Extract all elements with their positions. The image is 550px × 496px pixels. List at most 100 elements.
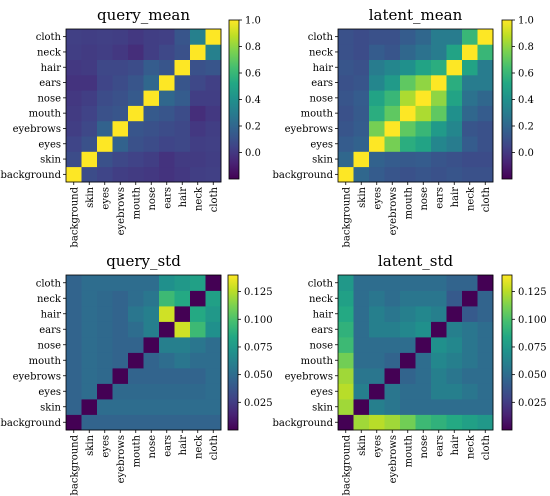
y-tick-label: cloth [308, 278, 334, 289]
heatmap-cell [415, 352, 432, 369]
heatmap-cell [400, 337, 416, 353]
colorbar-tick-label: 0.100 [244, 315, 273, 326]
heatmap-cell [415, 321, 432, 338]
heatmap-cell [112, 105, 129, 122]
heatmap-cell [369, 105, 385, 122]
heatmap-cell [353, 90, 370, 106]
heatmap-cell [431, 44, 447, 60]
y-tick-label: nose [309, 340, 333, 351]
heatmap-cell [205, 290, 222, 307]
heatmap-cell [369, 399, 385, 415]
heatmap-cell [112, 352, 129, 369]
heatmap-cell [205, 383, 222, 400]
heatmap-cell [400, 120, 416, 137]
heatmap-cell [81, 151, 98, 168]
y-tick-label: nose [309, 93, 333, 104]
y-tick-label: eyes [310, 139, 333, 150]
heatmap-cell [128, 29, 144, 45]
heatmap-cell [400, 74, 416, 91]
heatmap-cell [128, 290, 144, 307]
heatmap-cell [415, 368, 432, 384]
heatmap-cell [81, 337, 98, 353]
colorbar-tick-label: 0.100 [518, 315, 547, 326]
heatmap-cell [477, 90, 494, 106]
heatmap-cell [128, 90, 144, 106]
x-tick-label: eyebrows [116, 435, 127, 483]
heatmap-cell [400, 166, 416, 183]
heatmap-cell [369, 29, 385, 45]
heatmap-cell [477, 399, 494, 415]
heatmap-cell [66, 414, 82, 431]
heatmap-cell [66, 337, 82, 353]
y-tick-label: background [272, 170, 333, 181]
x-tick-label: eyebrows [116, 187, 127, 235]
heatmap-cell [338, 166, 354, 183]
heatmap-cell [477, 383, 494, 400]
heatmap-cell [174, 90, 191, 106]
heatmap-cell [353, 29, 370, 45]
heatmap-cell [415, 105, 432, 122]
y-tick-label: cloth [36, 32, 62, 43]
heatmap-cell [384, 166, 401, 183]
heatmap-cell [190, 306, 206, 322]
x-tick-label: ears [162, 187, 173, 209]
heatmap-cell [353, 275, 370, 291]
heatmap-cell [128, 44, 144, 60]
heatmap-cell [159, 275, 175, 291]
heatmap-cell [128, 166, 144, 183]
heatmap-cell [431, 352, 447, 369]
heatmap-cell [400, 290, 416, 307]
heatmap-cell [66, 29, 82, 45]
heatmap-cell [462, 136, 478, 152]
heatmap-cell [353, 166, 370, 183]
heatmap-cell [369, 166, 385, 183]
heatmap-cell [462, 29, 478, 45]
heatmap-cell [446, 90, 463, 106]
heatmap-cell [462, 337, 478, 353]
heatmap-cell [384, 29, 401, 45]
heatmap-cell [190, 120, 206, 137]
heatmap-cell [431, 166, 447, 183]
heatmap-cell [174, 383, 191, 400]
x-tick-label: background [341, 434, 352, 495]
heatmap-cell [190, 166, 206, 183]
panel-title: latent_mean [369, 6, 463, 24]
heatmap-cell [66, 105, 82, 122]
heatmap-cell [112, 74, 129, 91]
heatmap-cell [81, 399, 98, 415]
colorbar-tick-label: 0.025 [518, 398, 547, 409]
heatmap-cell [446, 414, 463, 431]
heatmap-cell [338, 59, 354, 76]
colorbar-tick-label: 0.075 [244, 342, 273, 353]
heatmap-cell [143, 414, 160, 431]
y-tick-label: skin [312, 402, 333, 413]
heatmap-cell [174, 105, 191, 122]
heatmap-cell [415, 74, 432, 91]
heatmap-cell [190, 399, 206, 415]
heatmap-cell [400, 414, 416, 431]
heatmap-cell [143, 337, 160, 353]
y-tick-label: mouth [301, 109, 334, 120]
heatmap-cell [128, 414, 144, 431]
heatmap-cell [477, 306, 494, 322]
heatmap-cell [112, 399, 129, 415]
colorbar-tick-label: 0.8 [518, 42, 534, 53]
heatmap-cell [384, 306, 401, 322]
heatmap-cell [462, 383, 478, 400]
x-tick-label: ears [162, 435, 173, 457]
heatmap-cell [384, 44, 401, 60]
heatmap-cell [384, 383, 401, 400]
heatmap-cell [384, 90, 401, 106]
heatmap-cell [384, 120, 401, 137]
heatmap-cell [81, 414, 98, 431]
heatmap-cell [112, 59, 129, 76]
heatmap-cell [190, 414, 206, 431]
x-tick-label: hair [178, 187, 189, 208]
heatmap-cell [143, 306, 160, 322]
heatmap-cell [97, 321, 113, 338]
heatmap-cell [415, 399, 432, 415]
heatmap-cell [205, 414, 222, 431]
colorbar [227, 274, 239, 431]
heatmap-cell [353, 290, 370, 307]
heatmap-cell [400, 59, 416, 76]
